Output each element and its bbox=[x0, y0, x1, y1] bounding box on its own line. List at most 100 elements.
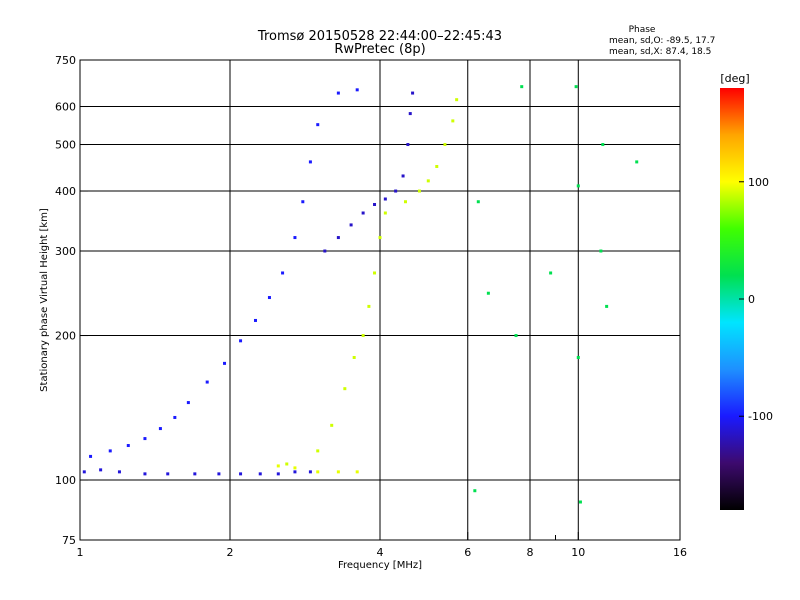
data-point bbox=[426, 179, 430, 183]
data-point bbox=[126, 444, 130, 448]
data-point bbox=[253, 318, 257, 322]
data-points bbox=[82, 85, 639, 504]
data-point bbox=[361, 211, 365, 215]
phase-heading: Phase bbox=[629, 25, 656, 35]
y-axis-label: Stationary phase Virtual Height [km] bbox=[39, 208, 50, 392]
phase-o-mode-stats: mean, sd,O: -89.5, 17.7 bbox=[609, 36, 715, 46]
data-point bbox=[267, 296, 271, 300]
data-point bbox=[316, 123, 320, 127]
grid-lines bbox=[80, 60, 680, 540]
data-point bbox=[323, 249, 327, 253]
data-point bbox=[520, 85, 524, 89]
data-point bbox=[108, 449, 112, 453]
data-point bbox=[99, 468, 103, 472]
data-point bbox=[486, 291, 490, 295]
data-point bbox=[383, 197, 387, 201]
data-point bbox=[193, 472, 197, 476]
data-point bbox=[82, 470, 86, 474]
y-tick-label: 750 bbox=[55, 54, 76, 67]
data-point bbox=[406, 143, 410, 147]
data-point bbox=[403, 200, 407, 204]
data-point bbox=[239, 339, 243, 343]
data-point bbox=[476, 200, 480, 204]
data-point bbox=[355, 88, 359, 92]
data-point bbox=[276, 464, 280, 468]
data-point bbox=[258, 472, 262, 476]
data-point bbox=[417, 189, 421, 193]
data-point bbox=[605, 304, 609, 308]
data-point bbox=[601, 143, 605, 147]
data-point bbox=[343, 387, 347, 391]
y-tick-label: 300 bbox=[55, 245, 76, 258]
data-point bbox=[293, 466, 297, 470]
data-point bbox=[293, 236, 297, 240]
data-point bbox=[217, 472, 221, 476]
data-point bbox=[316, 449, 320, 453]
data-point bbox=[330, 423, 334, 427]
data-point bbox=[158, 427, 162, 431]
colorbar-tick-label: 100 bbox=[748, 176, 769, 189]
data-point bbox=[166, 472, 170, 476]
colorbar-tick-label: 0 bbox=[748, 293, 755, 306]
data-point bbox=[578, 500, 582, 504]
data-point bbox=[599, 249, 603, 253]
data-point bbox=[473, 489, 477, 493]
data-point bbox=[89, 454, 93, 458]
data-point bbox=[186, 401, 190, 405]
y-tick-label: 500 bbox=[55, 139, 76, 152]
data-point bbox=[361, 334, 365, 338]
data-point bbox=[117, 470, 121, 474]
y-tick-label: 600 bbox=[55, 101, 76, 114]
colorbar-label: [deg] bbox=[720, 72, 749, 85]
data-point bbox=[451, 119, 455, 123]
data-point bbox=[378, 236, 382, 240]
data-point bbox=[574, 85, 578, 89]
data-point bbox=[355, 470, 359, 474]
x-tick-label: 2 bbox=[227, 546, 234, 559]
chart-subtitle: RwPretec (8p) bbox=[334, 42, 425, 57]
data-point bbox=[373, 202, 377, 206]
data-point bbox=[411, 91, 415, 95]
data-point bbox=[443, 143, 447, 147]
data-point bbox=[293, 470, 297, 474]
data-point bbox=[435, 164, 439, 168]
data-point bbox=[394, 189, 398, 193]
data-point bbox=[635, 160, 639, 164]
data-point bbox=[367, 304, 371, 308]
phase-colorbar: 100 0 -100 bbox=[720, 88, 773, 510]
phase-x-mode-stats: mean, sd,X: 87.4, 18.5 bbox=[609, 47, 711, 57]
data-point bbox=[223, 361, 227, 365]
y-tick-label: 400 bbox=[55, 185, 76, 198]
data-point bbox=[276, 472, 280, 476]
data-point bbox=[308, 160, 312, 164]
data-point bbox=[336, 236, 340, 240]
data-point bbox=[401, 174, 405, 178]
data-point bbox=[281, 271, 285, 275]
data-point bbox=[285, 462, 289, 466]
data-point bbox=[301, 200, 305, 204]
data-point bbox=[576, 184, 580, 188]
y-tick-label: 75 bbox=[62, 534, 76, 547]
data-point bbox=[143, 472, 147, 476]
x-tick-label: 6 bbox=[464, 546, 471, 559]
data-point bbox=[336, 470, 340, 474]
y-tick-label: 100 bbox=[55, 474, 76, 487]
data-point bbox=[408, 112, 412, 116]
data-point bbox=[455, 98, 459, 102]
chart-title: Tromsø 20150528 22:44:00–22:45:43 bbox=[257, 29, 502, 44]
data-point bbox=[352, 355, 356, 359]
data-point bbox=[373, 271, 377, 275]
data-point bbox=[549, 271, 553, 275]
data-point bbox=[383, 211, 387, 215]
x-tick-label: 8 bbox=[527, 546, 534, 559]
axis-ticks: 1 2 4 6 8 10 16 75 100 200 300 400 500 600 750 bbox=[55, 54, 687, 559]
x-tick-label: 16 bbox=[673, 546, 687, 559]
data-point bbox=[239, 472, 243, 476]
x-tick-label: 4 bbox=[377, 546, 384, 559]
data-point bbox=[336, 91, 340, 95]
data-point bbox=[316, 470, 320, 474]
data-point bbox=[308, 470, 312, 474]
data-point bbox=[143, 437, 147, 441]
data-point bbox=[514, 334, 518, 338]
